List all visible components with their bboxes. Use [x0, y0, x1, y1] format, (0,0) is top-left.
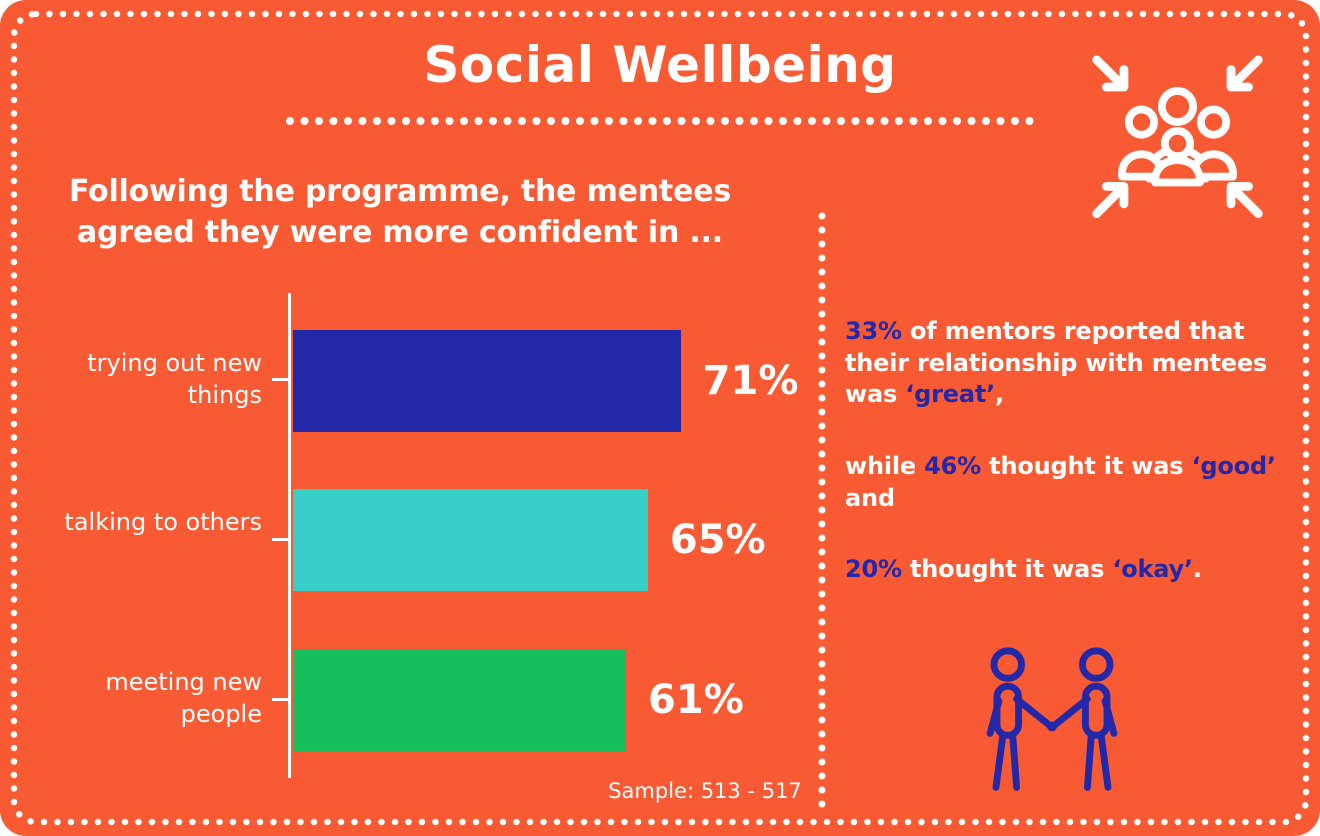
person-right-head-icon: [1079, 647, 1114, 682]
stat-good: ‘good’: [1191, 452, 1276, 481]
handshake-icon: [986, 647, 1118, 791]
person-right-body-icon: [1081, 682, 1111, 739]
arrow-top-left-icon: [1092, 55, 1129, 92]
person-left-body-icon: [993, 682, 1023, 739]
people-group-icon: [1118, 87, 1237, 187]
stat-paragraph-good: while 46% thought it was ‘good’ and: [845, 451, 1290, 514]
stat-text: thought it was: [901, 555, 1113, 584]
axis-tick: [272, 378, 288, 381]
arrow-bottom-right-icon: [1226, 181, 1263, 219]
leg-icon: [1009, 731, 1021, 791]
value-label: 71%: [702, 358, 799, 404]
right-outer-arm-icon: [1101, 697, 1118, 737]
axis-tick: [272, 538, 288, 541]
stat-paragraph-great: 33% of mentors reported that their relat…: [845, 316, 1290, 411]
stat-text: while: [845, 452, 925, 481]
bar-trying-out-new-things: [293, 330, 681, 432]
stat-great: ‘great’: [905, 380, 996, 409]
stat-text: .: [1192, 555, 1202, 584]
right-arm-icon: [1049, 695, 1091, 730]
bar-meeting-new-people: [293, 649, 627, 751]
leg-icon: [1097, 731, 1112, 791]
clasped-hands-icon: [1047, 721, 1057, 732]
arrow-top-right-icon: [1226, 55, 1263, 92]
people-group-arrows-icon: [1092, 55, 1263, 219]
leg-icon: [992, 731, 1007, 791]
chart-axis: [288, 293, 291, 778]
value-label: 61%: [648, 677, 744, 723]
left-outer-arm-icon: [986, 697, 1003, 737]
stat-text: ,: [995, 380, 1004, 409]
stat-33-percent: 33%: [845, 317, 902, 345]
bar-row: 61%: [293, 649, 744, 751]
chart-heading: Following the programme, the mentees agr…: [68, 174, 732, 250]
sample-note: Sample: 513 - 517: [608, 779, 802, 803]
stat-20-percent: 20%: [845, 555, 902, 584]
bar-talking-to-others: [293, 489, 648, 591]
leg-icon: [1083, 731, 1095, 791]
person-left-head-icon: [990, 647, 1025, 682]
bar-row: 65%: [293, 489, 766, 591]
category-label-talking-to-others: talking to others: [64, 508, 262, 536]
axis-tick: [272, 698, 288, 701]
stat-46-percent: 46%: [924, 452, 982, 481]
stat-text: thought it was: [981, 452, 1192, 481]
arrow-bottom-left-icon: [1092, 181, 1129, 219]
stat-text: and: [845, 452, 1284, 512]
mentor-stats: 33% of mentors reported that their relat…: [845, 316, 1290, 626]
left-arm-icon: [1013, 695, 1055, 730]
category-label-meeting-new-people: meeting new people: [105, 668, 262, 729]
stat-text: of mentors reported that their relations…: [845, 317, 1276, 409]
stat-paragraph-okay: 20% thought it was ‘okay’.: [845, 554, 1290, 586]
bar-row: 71%: [293, 330, 798, 432]
category-label-trying-out-new-things: trying out new things: [87, 349, 262, 410]
stat-okay: ‘okay’: [1112, 555, 1193, 584]
value-label: 65%: [669, 517, 766, 563]
